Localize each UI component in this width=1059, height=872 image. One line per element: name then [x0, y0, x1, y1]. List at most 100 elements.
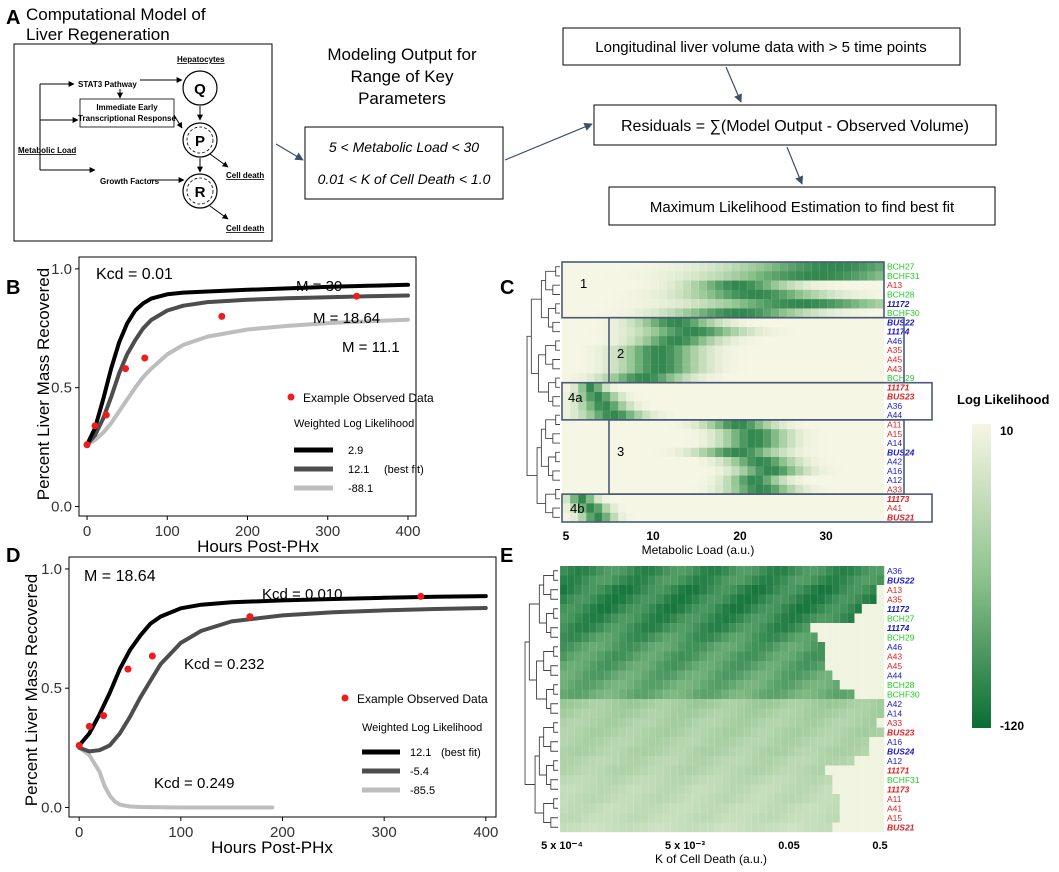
heatmap-e-cell [596, 594, 605, 605]
heatmap-e-cell [795, 594, 804, 605]
cell-death-label-2: Cell death [226, 224, 264, 233]
heatmap-e-cell [633, 651, 642, 662]
heatmap-c-cell [650, 336, 659, 346]
heatmap-c-cell [674, 345, 684, 356]
heatmap-c-row-label: BUS22 [887, 317, 915, 327]
heatmap-c-cell [755, 382, 764, 393]
heatmap-c-cell [859, 271, 869, 281]
heatmap-c-cell [562, 327, 571, 337]
heatmap-e-cell [655, 575, 664, 586]
heatmap-c-cell [827, 484, 836, 495]
heatmap-c-cell [875, 354, 885, 365]
heatmap-e-cell [817, 803, 826, 814]
heatmap-c-cell [875, 503, 885, 513]
heatmap-e-cell [663, 689, 671, 700]
heatmap-e-cell [574, 566, 583, 576]
heatmap-c-cell [626, 364, 635, 374]
heatmap-c-cell [682, 382, 692, 393]
heatmap-c-cell [594, 308, 603, 318]
heatmap-e-cell [655, 718, 664, 728]
heatmap-c-cell [867, 466, 877, 476]
heatmap-c-cell [875, 299, 885, 309]
heatmap-c-cell [626, 438, 635, 448]
heatmap-e-cell [574, 813, 583, 823]
heatmap-e-cell [817, 822, 826, 833]
heatmap-e-cell [729, 689, 738, 700]
heatmap-e-cell [626, 775, 634, 785]
heatmap-c-cell [682, 457, 692, 467]
heatmap-c-cell [714, 262, 724, 272]
heatmap-e-cell [626, 822, 634, 833]
heatmap-e-cell [810, 822, 819, 833]
heatmap-e-cell [677, 699, 686, 709]
heatmap-c-cell [803, 280, 812, 291]
chart-b-observed-point [141, 354, 149, 362]
heatmap-e-cell [611, 585, 620, 595]
heatmap-c-cell [602, 457, 611, 467]
heatmap-c-cell [586, 512, 595, 523]
heatmap-c-cell [594, 401, 603, 411]
heatmap-c-cell [747, 457, 756, 467]
heatmap-c-cell [723, 299, 732, 309]
heatmap-c-cell [851, 466, 861, 476]
heatmap-c-cell [602, 410, 611, 421]
heatmap-e-cell [780, 822, 789, 833]
heatmap-e-cell [803, 765, 811, 776]
heatmap-c-cell [578, 410, 587, 421]
heatmap-c-cell [755, 289, 764, 300]
heatmap-e-cell [869, 737, 877, 747]
heatmap-c-cell [755, 327, 764, 337]
heatmap-e-cell [633, 604, 642, 614]
heatmap-c-cell [586, 503, 595, 513]
heatmap-c-cell [578, 429, 587, 439]
heatmap-e-cell [751, 680, 760, 690]
heatmap-c-cell [763, 457, 772, 467]
heatmap-c-cell [731, 262, 740, 272]
heatmap-c-dendrogram-branch [552, 396, 560, 407]
heatmap-e-dendrogram-branch [546, 613, 554, 633]
heatmap-c-cell [658, 382, 667, 393]
heatmap-c-cell [586, 429, 595, 439]
heatmap-c-cell [626, 429, 635, 439]
heatmap-c-cell [771, 262, 780, 272]
chart-b-xtick-label: 200 [235, 523, 260, 540]
heatmap-e-cell [839, 727, 848, 738]
heatmap-e-cell [714, 708, 723, 719]
heatmap-e-cell [795, 661, 804, 671]
heatmap-c-cell [642, 317, 651, 328]
heatmap-c-cell [698, 262, 708, 272]
heatmap-c-dendrogram-branch [555, 303, 560, 314]
heatmap-c-cell [763, 503, 772, 513]
heatmap-c-cell [843, 392, 853, 402]
heatmap-c-cell [851, 382, 861, 393]
heatmap-c-cell [747, 354, 756, 365]
heatmap-e-cell [655, 623, 664, 633]
heatmap-e-cell [766, 775, 774, 785]
heatmap-e-cell [780, 727, 789, 738]
heatmap-e-cell [788, 813, 796, 823]
heatmap-e-cell [847, 756, 855, 766]
heatmap-c-cell [602, 494, 611, 504]
heatmap-c-cell [562, 429, 571, 439]
heatmap-e-cell [876, 604, 885, 614]
heatmap-e-cell [641, 803, 649, 814]
heatmap-e-cell [677, 822, 686, 833]
heatmap-c-cell [666, 503, 675, 513]
heatmap-e-cell [795, 642, 804, 652]
heatmap-c-cell [779, 512, 788, 523]
heatmap-c-cell [594, 410, 603, 421]
heatmap-e-cell [847, 727, 855, 738]
heatmap-e-cell [810, 699, 819, 709]
heatmap-c-cell [578, 308, 587, 318]
heatmap-e-cell [596, 727, 605, 738]
heatmap-c-cell [562, 419, 571, 430]
heatmap-e-cell [758, 575, 767, 586]
heatmap-e-cell [699, 613, 708, 624]
heatmap-e-cell [744, 642, 752, 652]
heatmap-c-cell [610, 317, 619, 328]
heatmap-c-cell [731, 457, 740, 467]
heatmap-e-cell [766, 613, 774, 624]
heatmap-e-cell [707, 594, 715, 605]
heatmap-e-cell [560, 689, 568, 700]
heatmap-c-cell [690, 364, 700, 374]
